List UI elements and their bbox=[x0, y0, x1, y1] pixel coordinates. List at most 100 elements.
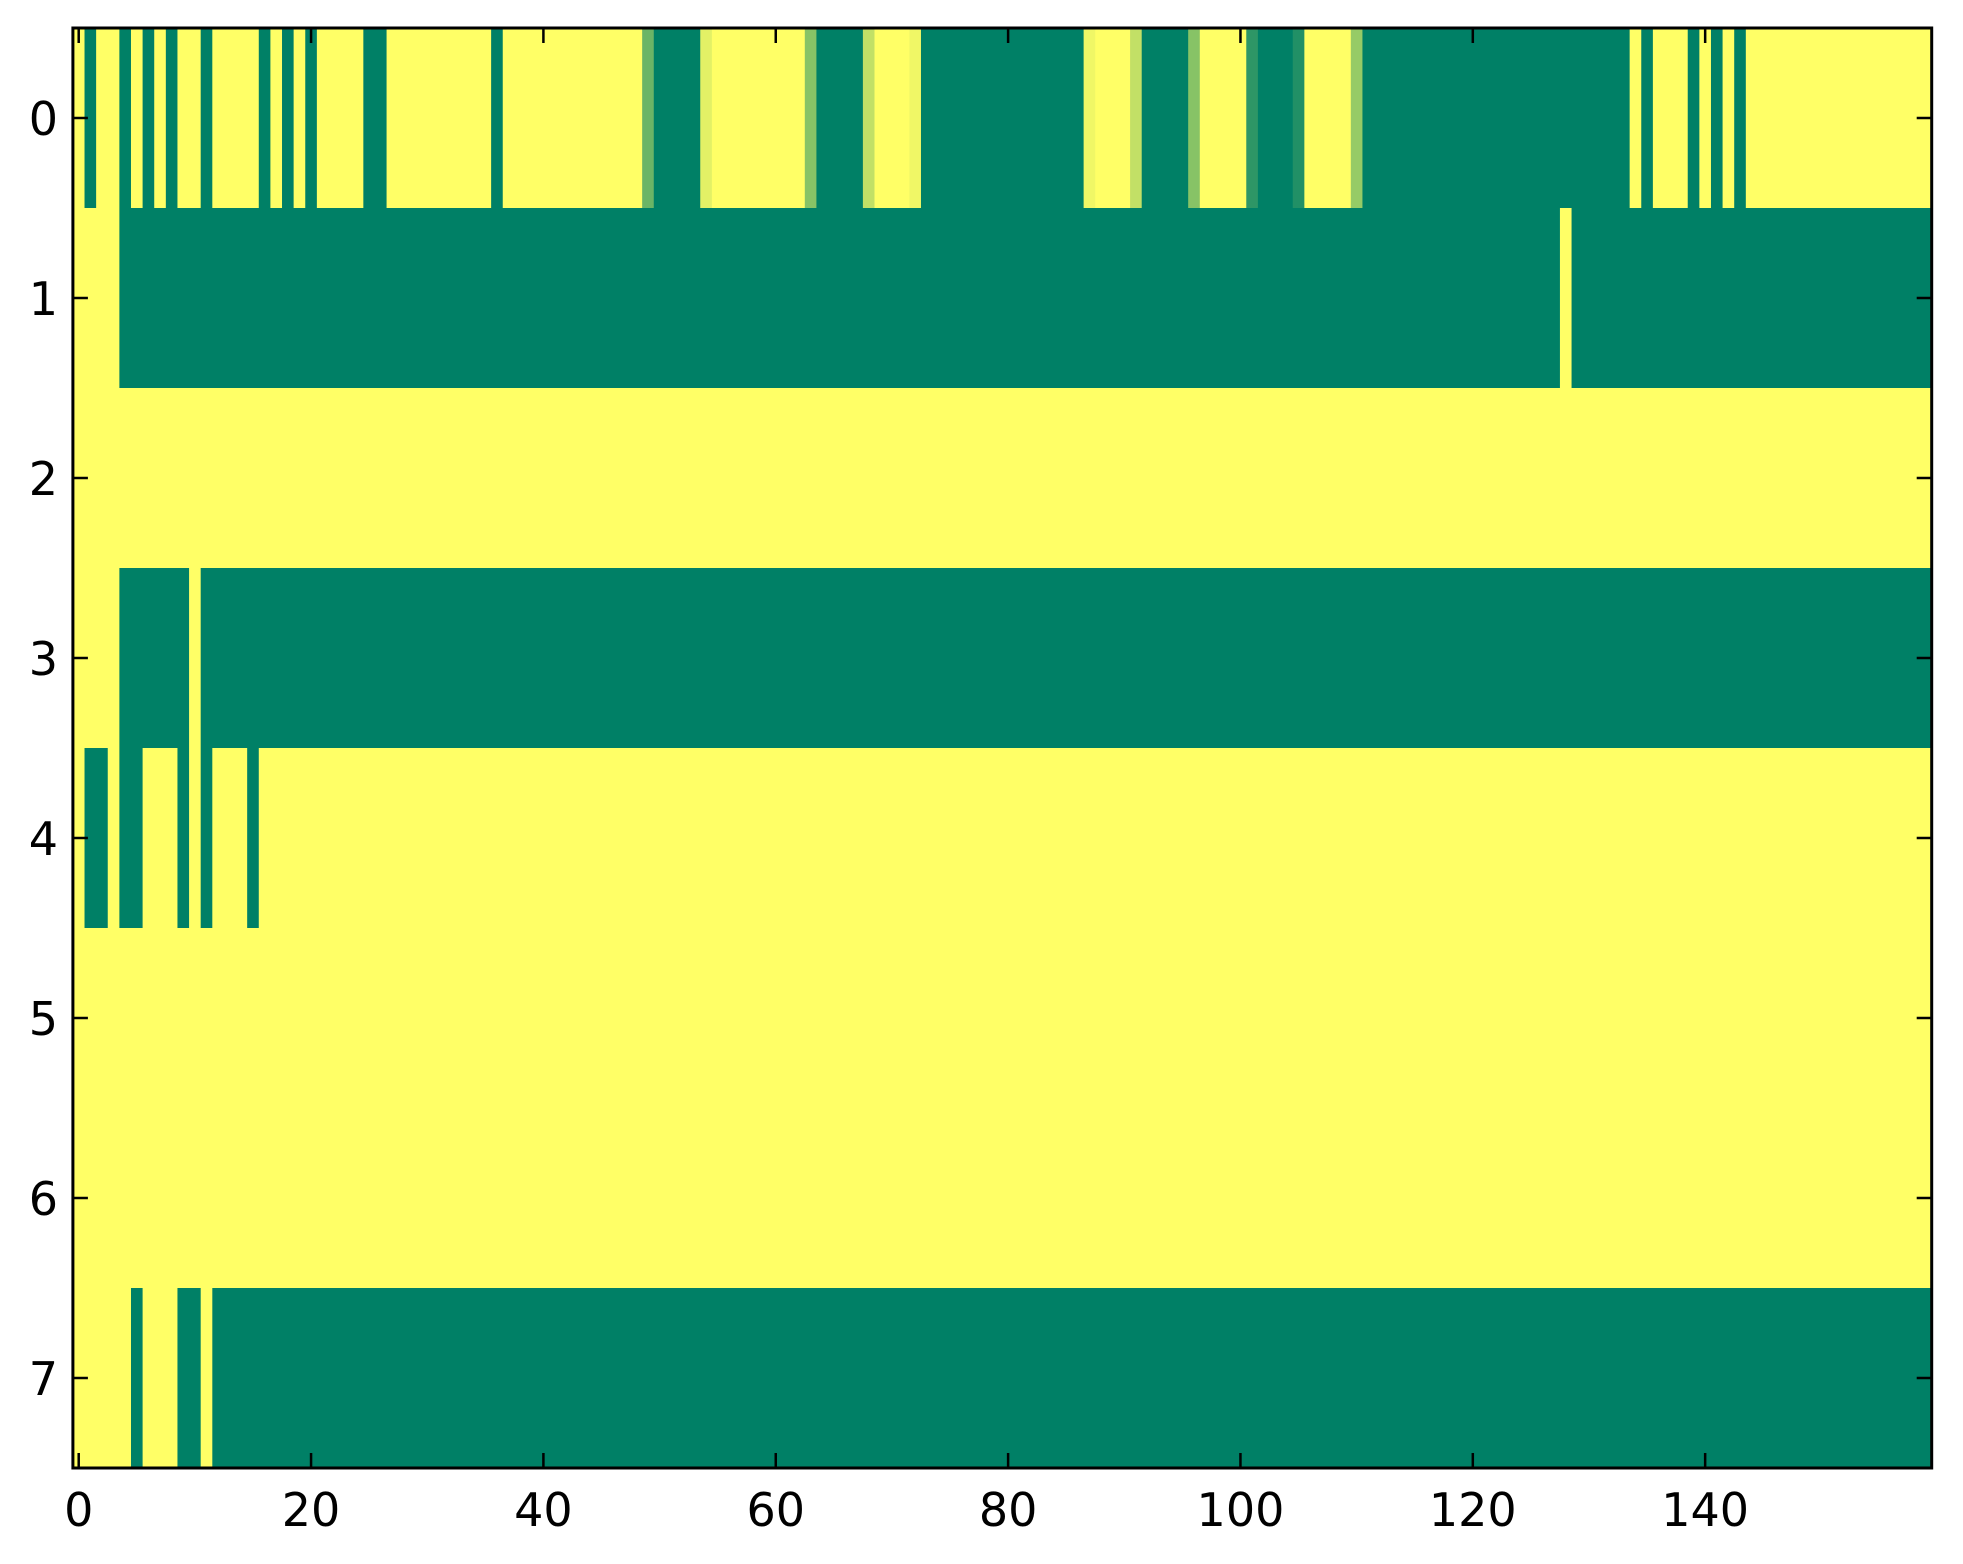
heatmap-cell-r4-c94 bbox=[1164, 748, 1178, 929]
heatmap-cell-r6-c99 bbox=[1223, 1108, 1236, 1289]
heatmap-cell-r7-c7 bbox=[154, 1288, 167, 1469]
y-tick-label: 6 bbox=[29, 1172, 58, 1226]
heatmap-cell-r6-c47 bbox=[618, 1108, 632, 1289]
heatmap-cell-r3-c133 bbox=[1618, 568, 1631, 749]
heatmap-cell-r4-c69 bbox=[874, 748, 887, 929]
heatmap-cell-r3-c76 bbox=[955, 568, 969, 749]
heatmap-cell-r1-c129 bbox=[1571, 208, 1584, 389]
heatmap-cell-r3-c141 bbox=[1710, 568, 1724, 749]
heatmap-cell-r7-c21 bbox=[316, 1288, 330, 1469]
heatmap-cell-r1-c53 bbox=[688, 208, 701, 389]
heatmap-cell-r2-c67 bbox=[851, 388, 864, 569]
heatmap-cell-r1-c145 bbox=[1757, 208, 1770, 389]
heatmap-cell-r5-c44 bbox=[584, 928, 597, 1109]
heatmap-cell-r7-c105 bbox=[1292, 1288, 1305, 1469]
heatmap-cell-r3-c44 bbox=[584, 568, 597, 749]
heatmap-cell-r4-c66 bbox=[839, 748, 852, 929]
heatmap-cell-r1-c20 bbox=[305, 208, 318, 389]
heatmap-cell-r4-c124 bbox=[1513, 748, 1526, 929]
heatmap-cell-r4-c80 bbox=[1002, 748, 1015, 929]
heatmap-cell-r6-c116 bbox=[1420, 1108, 1433, 1289]
heatmap-cell-r2-c152 bbox=[1838, 388, 1851, 569]
heatmap-cell-r0-c146 bbox=[1769, 28, 1782, 209]
heatmap-cell-r5-c20 bbox=[305, 928, 318, 1109]
heatmap-cell-r3-c39 bbox=[525, 568, 539, 749]
heatmap-cell-r0-c69 bbox=[874, 28, 887, 209]
heatmap-cell-r3-c47 bbox=[618, 568, 632, 749]
heatmap-cell-r4-c32 bbox=[444, 748, 457, 929]
heatmap-cell-r6-c56 bbox=[723, 1108, 736, 1289]
heatmap-cell-r2-c28 bbox=[398, 388, 411, 569]
heatmap-cell-r7-c51 bbox=[665, 1288, 678, 1469]
heatmap-cell-r4-c135 bbox=[1641, 748, 1654, 929]
heatmap-cell-r3-c56 bbox=[723, 568, 736, 749]
heatmap-cell-r7-c119 bbox=[1455, 1288, 1468, 1469]
heatmap-cell-r3-c114 bbox=[1397, 568, 1410, 749]
heatmap-cell-r0-c77 bbox=[967, 28, 980, 209]
heatmap-cell-r6-c110 bbox=[1350, 1108, 1364, 1289]
heatmap-cell-r2-c104 bbox=[1281, 388, 1294, 569]
heatmap-cell-r2-c78 bbox=[979, 388, 992, 569]
heatmap-cell-r0-c2 bbox=[96, 28, 109, 209]
heatmap-cell-r5-c54 bbox=[700, 928, 713, 1109]
heatmap-cell-r0-c18 bbox=[282, 28, 295, 209]
heatmap-cell-r3-c107 bbox=[1315, 568, 1329, 749]
heatmap-cell-r3-c82 bbox=[1025, 568, 1038, 749]
heatmap-cell-r4-c116 bbox=[1420, 748, 1433, 929]
y-tick-label: 4 bbox=[29, 812, 58, 866]
heatmap-cell-r0-c100 bbox=[1234, 28, 1247, 209]
heatmap-cell-r2-c134 bbox=[1629, 388, 1642, 569]
y-tick-label: 2 bbox=[29, 452, 58, 506]
heatmap-cell-r1-c114 bbox=[1397, 208, 1410, 389]
heatmap-cell-r5-c1 bbox=[84, 928, 97, 1109]
heatmap-cell-r5-c45 bbox=[595, 928, 608, 1109]
heatmap-cell-r2-c62 bbox=[793, 388, 806, 569]
heatmap-cell-r4-c144 bbox=[1745, 748, 1759, 929]
heatmap-cell-r5-c21 bbox=[316, 928, 330, 1109]
heatmap-cell-r4-c149 bbox=[1803, 748, 1817, 929]
heatmap-cell-r0-c82 bbox=[1025, 28, 1038, 209]
heatmap-cell-r4-c138 bbox=[1676, 748, 1689, 929]
heatmap-cell-r5-c81 bbox=[1013, 928, 1027, 1109]
heatmap-cell-r0-c45 bbox=[595, 28, 608, 209]
heatmap-cell-r0-c83 bbox=[1037, 28, 1050, 209]
heatmap-cell-r5-c104 bbox=[1281, 928, 1294, 1109]
heatmap-cell-r2-c125 bbox=[1525, 388, 1538, 569]
heatmap-cell-r4-c158 bbox=[1908, 748, 1921, 929]
heatmap-cell-r7-c124 bbox=[1513, 1288, 1526, 1469]
heatmap-cell-r5-c98 bbox=[1211, 928, 1224, 1109]
heatmap-cell-r7-c95 bbox=[1176, 1288, 1189, 1469]
y-tick-labels: 0 1 2 3 4 5 6 7 bbox=[29, 92, 58, 1406]
heatmap-cell-r1-c87 bbox=[1083, 208, 1096, 389]
heatmap-cell-r6-c62 bbox=[793, 1108, 806, 1289]
heatmap-cell-r1-c136 bbox=[1652, 208, 1666, 389]
heatmap-cell-r6-c23 bbox=[340, 1108, 353, 1289]
heatmap-cell-r6-c141 bbox=[1710, 1108, 1724, 1289]
heatmap-cell-r4-c40 bbox=[537, 748, 550, 929]
heatmap-cell-r6-c113 bbox=[1385, 1108, 1398, 1289]
heatmap-cell-r1-c90 bbox=[1118, 208, 1131, 389]
heatmap-cell-r3-c48 bbox=[630, 568, 643, 749]
heatmap-cell-r7-c71 bbox=[897, 1288, 910, 1469]
heatmap-cell-r1-c9 bbox=[177, 208, 190, 389]
heatmap-cell-r7-c137 bbox=[1664, 1288, 1677, 1469]
heatmap-cell-r2-c10 bbox=[189, 388, 202, 569]
heatmap-cell-r4-c57 bbox=[735, 748, 748, 929]
heatmap-cell-r6-c35 bbox=[479, 1108, 492, 1289]
heatmap-cell-r6-c70 bbox=[886, 1108, 899, 1289]
heatmap-cell-r6-c78 bbox=[979, 1108, 992, 1289]
heatmap-cell-r4-c110 bbox=[1350, 748, 1364, 929]
heatmap-cell-r1-c72 bbox=[909, 208, 922, 389]
heatmap-cell-r3-c11 bbox=[200, 568, 213, 749]
heatmap-cell-r5-c83 bbox=[1037, 928, 1050, 1109]
heatmap-cell-r2-c4 bbox=[119, 388, 132, 569]
heatmap-cell-r5-c119 bbox=[1455, 928, 1468, 1109]
heatmap-cell-r7-c141 bbox=[1710, 1288, 1724, 1469]
heatmap-cell-r3-c137 bbox=[1664, 568, 1677, 749]
heatmap-cell-r7-c123 bbox=[1501, 1288, 1515, 1469]
heatmap-cell-r3-c12 bbox=[212, 568, 225, 749]
heatmap-cell-r1-c137 bbox=[1664, 208, 1677, 389]
heatmap-cell-r5-c124 bbox=[1513, 928, 1526, 1109]
heatmap-cell-r1-c78 bbox=[979, 208, 992, 389]
heatmap-cell-r7-c46 bbox=[607, 1288, 620, 1469]
